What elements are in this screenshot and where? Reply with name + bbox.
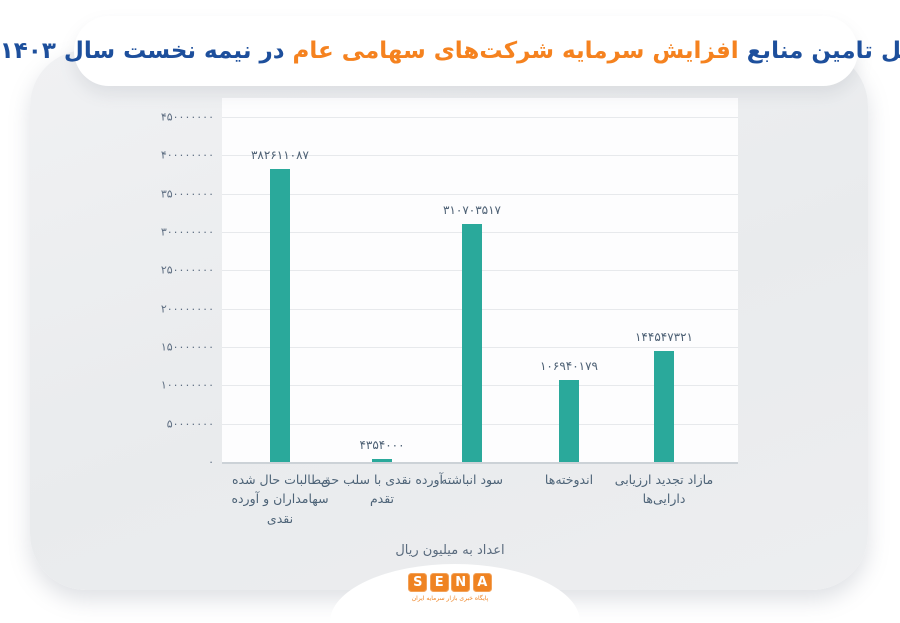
title-part-1: محل تامین منابع <box>746 38 900 64</box>
bar-value-label: ۳۱۰۷۰۳۵۱۷ <box>442 202 501 217</box>
bar-value-label: ۳۸۲۶۱۱۰۸۷ <box>250 147 309 162</box>
bar <box>559 380 579 462</box>
gridline <box>222 155 738 157</box>
category-label: آورده نقدی با سلب حق تقدم <box>320 472 444 507</box>
logo-letter-s: S <box>408 573 428 592</box>
page-title: محل تامین منابع افزایش سرمایه شرکت‌های س… <box>0 38 900 64</box>
gridline <box>222 193 738 195</box>
y-axis-ticks: ۰ ۵۰۰۰۰۰۰۰ ۱۰۰۰۰۰۰۰۰ ۱۵۰۰۰۰۰۰۰ ۲۰۰۰۰۰۰۰۰ ۲۵۰۰… <box>128 98 214 469</box>
y-tick-label: ۳۵۰۰۰۰۰۰۰ <box>160 187 214 201</box>
bar-value-label: ۴۳۵۴۰۰۰ <box>359 437 405 452</box>
category-label: سود انباشته <box>441 472 503 487</box>
logo-letter-e: E <box>429 573 449 592</box>
y-tick-label: ۲۰۰۰۰۰۰۰۰ <box>160 302 214 316</box>
bar <box>654 351 674 462</box>
category-label: مطالبات حال شده سهامداران و آورده نقدی <box>231 472 329 526</box>
logo-letter-n: N <box>451 573 471 592</box>
y-tick-label: ۵۰۰۰۰۰۰۰ <box>166 417 214 431</box>
logo-letter-a: A <box>472 573 492 592</box>
y-tick-label: ۰ <box>208 455 214 469</box>
x-axis-category-labels: مطالبات حال شده سهامداران و آورده نقدی آو… <box>222 470 738 550</box>
y-tick-label: ۱۰۰۰۰۰۰۰۰ <box>160 378 214 392</box>
logo-tiles: S E N A <box>408 573 492 592</box>
title-part-3: در نیمه نخست سال ۱۴۰۳ <box>0 38 285 64</box>
y-tick-label: ۳۰۰۰۰۰۰۰۰ <box>160 225 214 239</box>
x-axis-line <box>222 462 738 464</box>
title-bar: محل تامین منابع افزایش سرمایه شرکت‌های س… <box>0 16 900 86</box>
bar <box>270 168 290 462</box>
title-part-2: افزایش سرمایه شرکت‌های سهامی عام <box>292 38 739 64</box>
logo-tagline: پایگاه خبری بازار سرمایه ایران <box>411 595 489 602</box>
y-tick-label: ۴۵۰۰۰۰۰۰۰ <box>160 110 214 124</box>
y-tick-label: ۴۰۰۰۰۰۰۰۰ <box>160 148 214 162</box>
category-label: مازاد تجدید ارزیابی دارایی‌ها <box>614 472 714 507</box>
category-label: اندوخته‌ها <box>544 472 594 487</box>
y-tick-label: ۲۵۰۰۰۰۰۰۰ <box>160 263 214 277</box>
y-tick-label: ۱۵۰۰۰۰۰۰۰ <box>160 340 214 354</box>
gridline <box>222 117 738 118</box>
sena-logo: S E N A پایگاه خبری بازار سرمایه ایران <box>0 573 900 602</box>
plot-area: ۳۸۲۶۱۱۰۸۷ ۴۳۵۴۰۰۰ ۳۱۰۷۰۳۵۱۷ ۱۰۶۹۴۰۱۷۹ ۱۴۴۵۴۷… <box>222 98 738 464</box>
bar-value-label: ۱۴۴۵۴۷۳۲۱ <box>634 330 693 345</box>
bar <box>372 458 392 462</box>
bar <box>462 223 482 462</box>
bar-value-label: ۱۰۶۹۴۰۱۷۹ <box>539 359 598 373</box>
unit-note: اعداد به میلیون ریال <box>395 543 505 558</box>
